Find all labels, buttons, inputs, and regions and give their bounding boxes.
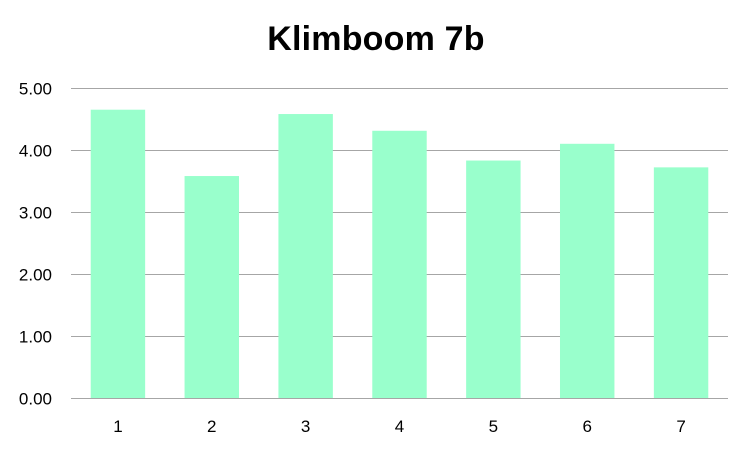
bar-7 xyxy=(653,167,709,398)
y-tick-label: 1.00 xyxy=(19,328,52,347)
x-tick-label: 6 xyxy=(582,417,591,436)
x-tick-label: 7 xyxy=(676,417,685,436)
bar-5 xyxy=(466,160,521,398)
chart-title: Klimboom 7b xyxy=(267,20,485,58)
x-tick-label: 3 xyxy=(301,417,310,436)
x-axis-ticks: 1 2 3 4 5 6 7 xyxy=(113,417,686,436)
x-tick-label: 1 xyxy=(113,417,122,436)
bar-1 xyxy=(90,109,146,398)
y-tick-label: 5.00 xyxy=(19,80,52,99)
y-tick-label: 0.00 xyxy=(19,390,52,409)
bar-4 xyxy=(372,130,427,398)
y-tick-label: 2.00 xyxy=(19,266,52,285)
x-tick-label: 5 xyxy=(489,417,498,436)
y-axis-ticks: 0.00 1.00 2.00 3.00 4.00 5.00 xyxy=(19,80,52,409)
y-tick-label: 4.00 xyxy=(19,142,52,161)
bar-6 xyxy=(559,143,615,398)
x-tick-label: 2 xyxy=(207,417,216,436)
bar-2 xyxy=(184,176,240,398)
y-tick-label: 3.00 xyxy=(19,204,52,223)
x-tick-label: 4 xyxy=(395,417,404,436)
bars xyxy=(90,109,709,398)
bar-3 xyxy=(278,114,333,398)
